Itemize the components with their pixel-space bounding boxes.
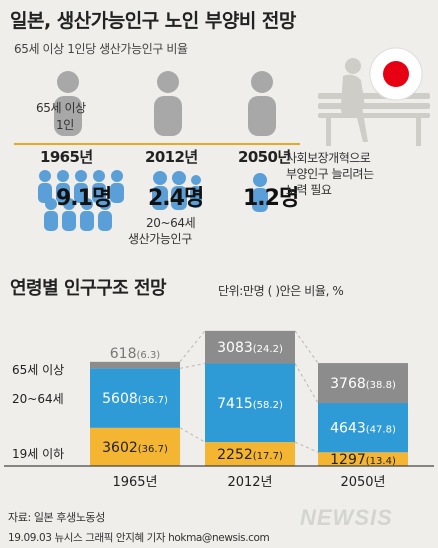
connector-line <box>179 363 206 369</box>
data-label: 4643(47.8) <box>330 421 396 437</box>
year-label-2012: 2012년 <box>145 148 198 166</box>
data-label: 3083(24.2) <box>217 340 283 356</box>
elder-figure-icon <box>154 71 182 136</box>
japan-flag-icon <box>369 47 423 101</box>
elder-label-line2: 1인 <box>56 118 74 132</box>
ratio-1965: 9.1명 <box>56 186 112 211</box>
connector-line <box>294 330 319 364</box>
worker-figures-1965 <box>38 170 124 231</box>
data-label: 1297(13.4) <box>330 452 396 468</box>
worker-label-line2: 생산가능인구 <box>128 232 192 246</box>
worker-label-line1: 20~64세 <box>146 216 196 230</box>
bar-segment-working-age <box>318 403 408 453</box>
worker-figures-2012 <box>152 171 202 210</box>
connector-line <box>179 330 206 363</box>
chart-title: 연령별 인구구조 전망 <box>10 278 167 299</box>
elder-figure-icon <box>248 71 276 136</box>
note-text: 사회보장개혁으로 부양인구 늘리려는 노력 필요 <box>286 150 374 198</box>
elderly-bench-illustration <box>318 58 430 146</box>
bar-segment-working-age <box>205 363 295 443</box>
year-label-1965: 1965년 <box>40 148 93 166</box>
connector-line <box>294 441 319 453</box>
ratio-2012: 2.4명 <box>148 186 204 211</box>
bar-segment-over65 <box>318 363 408 404</box>
stacked-bar-chart: 3602(36.7) 5608(36.7) 618(6.3) 1965년 2252(17… <box>4 330 434 490</box>
bar-segment-under19 <box>90 427 180 466</box>
data-label: 5608(36.7) <box>102 391 168 407</box>
bar-segment-under19 <box>318 452 408 466</box>
bar-segment-over65 <box>90 361 180 369</box>
note-line: 노력 필요 <box>286 183 332 197</box>
series-label: 20~64세 <box>12 392 64 406</box>
bar-segment-under19 <box>205 442 295 466</box>
credit-text: 19.09.03 뉴시스 그래픽 안지혜 기자 hokma@newsis.com <box>8 532 270 544</box>
bar-segment-over65 <box>205 330 295 364</box>
source-text: 자료: 일본 후생노동성 <box>8 511 105 524</box>
page-title: 일본, 생산가능인구 노인 부양비 전망 <box>10 10 296 32</box>
ratio-2050: 1.2명 <box>243 186 299 211</box>
top-figure-graphic <box>14 47 430 231</box>
x-tick-label: 2012년 <box>227 475 272 490</box>
year-label-2050: 2050년 <box>238 148 291 166</box>
bar-segment-working-age <box>90 368 180 428</box>
x-tick-label: 2050년 <box>340 475 385 490</box>
elder-label-line1: 65세 이상 <box>36 101 86 115</box>
series-label: 65세 이상 <box>12 363 64 377</box>
data-label: 3768(38.8) <box>330 376 396 392</box>
newsis-logo: NEWSIS <box>300 505 393 530</box>
series-label: 19세 이하 <box>12 447 64 461</box>
chart-unit: 단위:만명 ( )안은 비율, % <box>218 284 344 298</box>
data-label: 7415(58.2) <box>217 396 283 412</box>
note-line: 사회보장개혁으로 <box>286 151 371 165</box>
connector-line <box>179 427 206 443</box>
elder-figure-icon <box>54 71 82 136</box>
worker-figures-2050 <box>252 173 268 212</box>
connector-line <box>294 363 319 404</box>
page-subtitle: 65세 이상 1인당 생산가능인구 비율 <box>14 42 188 56</box>
x-tick-label: 1965년 <box>112 475 157 490</box>
data-label: 618(6.3) <box>110 346 161 362</box>
data-label: 3602(36.7) <box>102 440 168 456</box>
note-line: 부양인구 늘리려는 <box>286 167 374 181</box>
data-label: 2252(17.7) <box>217 447 283 463</box>
